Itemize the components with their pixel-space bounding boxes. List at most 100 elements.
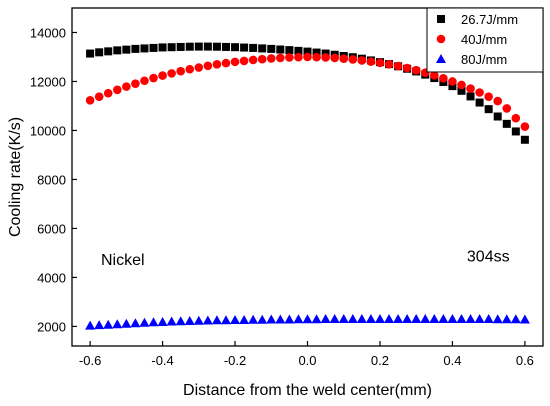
data-point (185, 64, 195, 74)
x-tick-label: -0.2 (224, 353, 246, 368)
data-point (149, 43, 158, 52)
data-point (402, 314, 413, 324)
data-point (94, 92, 104, 101)
data-point (348, 55, 358, 64)
data-point (212, 42, 221, 51)
data-point (510, 314, 521, 324)
data-point (420, 314, 431, 324)
data-point (393, 61, 403, 71)
data-point (439, 73, 448, 83)
data-point (257, 314, 268, 324)
data-point (447, 314, 458, 324)
data-point (139, 317, 150, 327)
legend-label: 80J/mm (461, 52, 507, 67)
data-point (131, 79, 140, 88)
data-point (520, 135, 529, 144)
data-point (85, 320, 96, 330)
data-point (193, 315, 204, 325)
data-point (330, 53, 339, 63)
data-point (321, 53, 330, 62)
data-point (483, 314, 494, 324)
data-point (130, 318, 141, 328)
data-point (103, 88, 113, 98)
data-point (484, 92, 493, 101)
data-point (248, 314, 259, 324)
data-point (285, 46, 294, 55)
data-point (511, 113, 521, 123)
data-point (112, 85, 122, 95)
data-point (230, 57, 240, 67)
data-point (239, 315, 250, 325)
data-point (220, 315, 231, 325)
data-point (501, 314, 512, 324)
annotation-304ss: 304ss (467, 249, 510, 266)
data-point (212, 60, 222, 69)
data-point (384, 60, 394, 69)
data-point (267, 44, 276, 53)
data-point (475, 88, 484, 97)
y-tick-label: 14000 (30, 25, 66, 40)
legend-label: 40J/mm (461, 32, 507, 47)
legend-marker (437, 15, 445, 23)
data-point (285, 53, 294, 62)
data-point (474, 314, 485, 324)
data-point (493, 96, 503, 106)
data-point (211, 315, 222, 325)
data-point (466, 92, 475, 101)
data-point (176, 42, 185, 51)
data-point (86, 49, 95, 58)
data-point (202, 315, 213, 325)
y-tick-label: 6000 (37, 221, 66, 236)
data-point (448, 77, 457, 86)
data-point (374, 314, 385, 324)
x-tick-label: 0.2 (371, 353, 389, 368)
data-point (457, 86, 466, 95)
x-tick-label: 0.0 (298, 353, 316, 368)
data-point (112, 319, 123, 329)
series-1 (85, 52, 530, 131)
data-point (519, 314, 530, 324)
data-point (249, 43, 258, 52)
legend: 26.7J/mm 40J/mm 80J/mm (426, 7, 544, 73)
data-point (185, 42, 194, 51)
data-point (194, 63, 204, 72)
data-point (520, 122, 530, 131)
data-point (149, 73, 158, 83)
data-point (429, 314, 440, 324)
y-tick-label: 8000 (37, 172, 66, 187)
data-points (85, 42, 530, 330)
data-point (95, 48, 104, 57)
data-point (492, 314, 503, 324)
x-tick-label: 0.6 (516, 353, 534, 368)
data-point (158, 43, 167, 52)
data-point (493, 112, 502, 121)
y-tick-label: 2000 (37, 319, 66, 334)
data-point (121, 318, 132, 328)
data-point (248, 55, 258, 65)
data-point (303, 52, 312, 62)
data-point (430, 71, 439, 80)
y-tick-label: 4000 (37, 270, 66, 285)
data-point (257, 54, 267, 64)
legend-marker (436, 34, 446, 44)
data-point (366, 57, 376, 66)
data-point (158, 71, 167, 80)
data-point (411, 65, 421, 75)
data-point (465, 314, 476, 324)
x-axis-title: Distance from the weld center(mm) (183, 382, 432, 399)
data-point (311, 314, 322, 324)
data-point (457, 80, 466, 90)
data-point (140, 44, 149, 53)
data-point (303, 47, 312, 56)
data-point (329, 314, 340, 324)
data-point (184, 316, 195, 326)
legend-marker (436, 54, 446, 63)
series-2 (85, 314, 530, 330)
data-point (294, 52, 303, 62)
data-point (266, 54, 276, 63)
data-point (258, 44, 267, 53)
data-point (384, 314, 395, 324)
data-point (122, 82, 131, 91)
data-point (466, 84, 475, 93)
y-tick-label: 10000 (30, 123, 66, 138)
